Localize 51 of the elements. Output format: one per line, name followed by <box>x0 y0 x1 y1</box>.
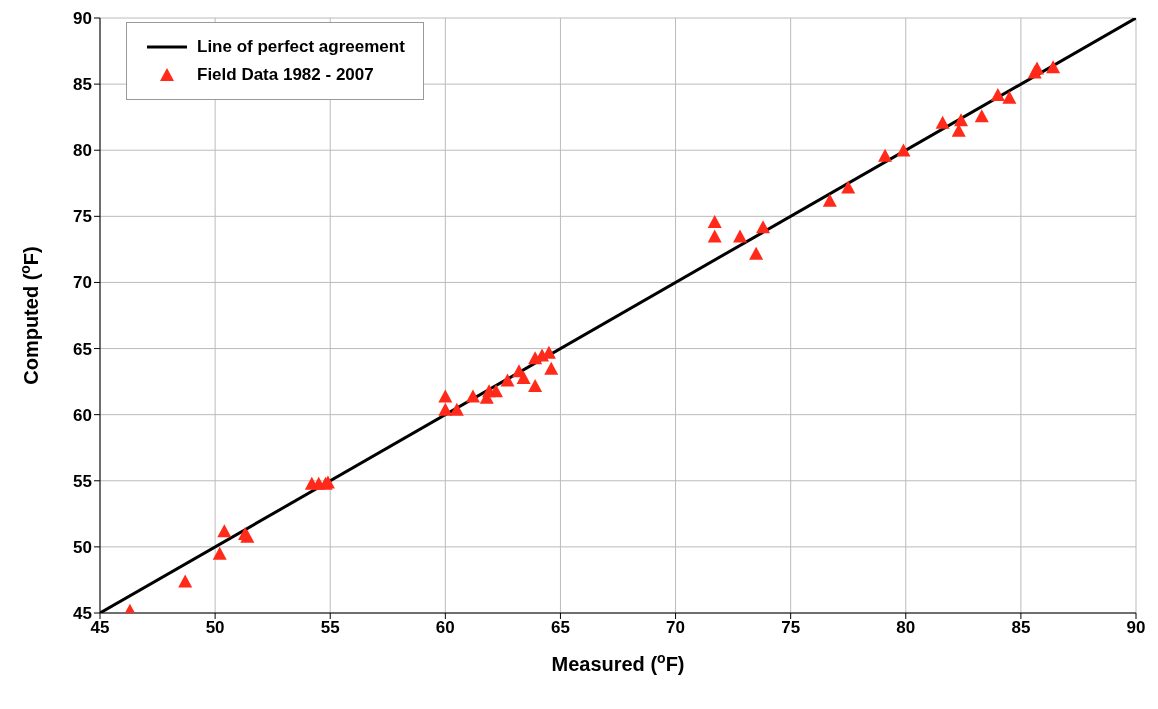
y-tick-label: 65 <box>73 339 92 359</box>
point <box>528 378 543 392</box>
point <box>1002 90 1017 104</box>
point <box>217 524 232 538</box>
point <box>990 88 1005 102</box>
legend-label: Line of perfect agreement <box>197 37 405 57</box>
point <box>733 229 748 243</box>
y-tick-label: 70 <box>73 273 92 293</box>
point <box>500 373 515 387</box>
point <box>212 546 227 560</box>
point <box>896 143 911 157</box>
y-tick-label: 55 <box>73 471 92 491</box>
point <box>544 361 559 375</box>
point <box>822 193 837 207</box>
y-tick-label: 45 <box>73 604 92 624</box>
point <box>449 402 464 416</box>
point <box>488 384 503 398</box>
y-tick-label: 60 <box>73 405 92 425</box>
point <box>516 370 531 384</box>
point <box>878 148 893 162</box>
point <box>438 402 453 416</box>
point <box>841 180 856 194</box>
point <box>974 109 989 123</box>
legend-label: Field Data 1982 - 2007 <box>197 65 374 85</box>
y-tick-label: 90 <box>73 9 92 29</box>
x-tick-label: 80 <box>896 618 916 638</box>
point <box>954 113 969 127</box>
point <box>1030 61 1044 75</box>
point <box>756 220 771 234</box>
y-tick-label: 50 <box>73 537 92 557</box>
point <box>707 214 722 228</box>
y-tick-label: 75 <box>73 207 92 227</box>
x-tick-label: 65 <box>550 618 570 638</box>
y-tick-label: 80 <box>73 141 92 161</box>
y-tick-label: 85 <box>73 75 92 95</box>
x-tick-label: 75 <box>781 618 801 638</box>
point <box>1046 60 1061 74</box>
x-tick-label: 70 <box>666 618 686 638</box>
x-tick-label: 85 <box>1011 618 1031 638</box>
point <box>465 389 480 403</box>
point <box>749 246 764 260</box>
point <box>707 229 722 243</box>
x-axis-title: Measured ($^{o}$F) <box>551 650 685 675</box>
point <box>935 115 950 129</box>
point <box>178 574 193 588</box>
x-tick-label: 55 <box>320 618 340 638</box>
x-tick-label: 50 <box>205 618 225 638</box>
point <box>438 389 453 403</box>
x-tick-label: 90 <box>1126 618 1146 638</box>
x-tick-label: 60 <box>435 618 455 638</box>
x-tick-label: 45 <box>90 618 110 638</box>
